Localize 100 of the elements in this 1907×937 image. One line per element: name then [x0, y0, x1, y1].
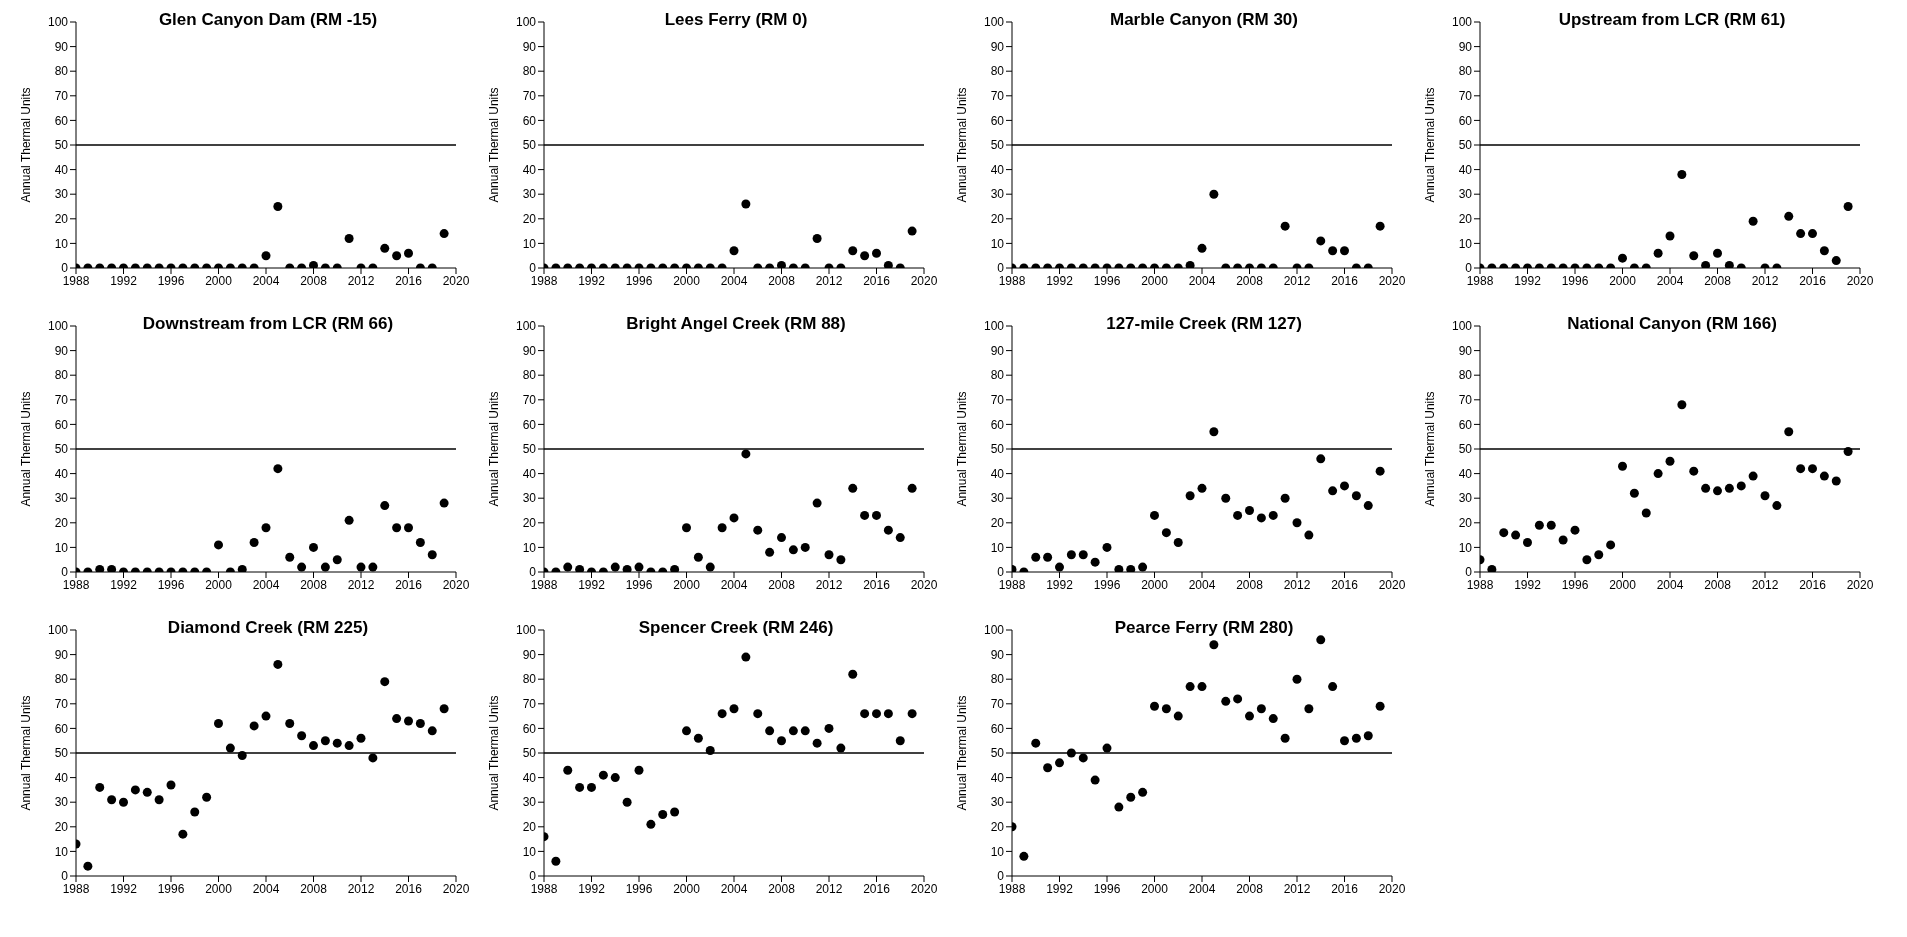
chart-title: Glen Canyon Dam (RM -15): [157, 10, 379, 30]
y-tick-label: 0: [61, 565, 69, 580]
y-tick-label: 40: [990, 770, 1005, 785]
point: [1090, 557, 1100, 567]
y-tick-label: 50: [1458, 138, 1473, 153]
point: [705, 562, 715, 572]
y-tick-label: 90: [990, 647, 1005, 662]
point: [1499, 528, 1509, 538]
y-axis-title: Annual Thermal Units: [19, 695, 34, 811]
y-tick-label: 90: [990, 343, 1005, 358]
point: [1304, 530, 1314, 540]
point: [895, 736, 905, 746]
point: [1090, 775, 1100, 785]
y-tick-label: 50: [54, 746, 69, 761]
point: [1138, 562, 1148, 572]
y-tick-label: 80: [990, 672, 1005, 687]
point: [1772, 501, 1782, 511]
x-tick-label: 1992: [578, 881, 606, 896]
x-tick-label: 2012: [347, 273, 375, 288]
y-tick-label: 40: [522, 466, 537, 481]
point: [1316, 635, 1326, 645]
chart-title: National Canyon (RM 166): [1566, 314, 1778, 334]
chart-title: Downstream from LCR (RM 66): [141, 314, 395, 334]
point: [1760, 491, 1770, 501]
point: [1701, 483, 1711, 493]
point: [812, 498, 822, 508]
point: [273, 659, 283, 669]
point: [777, 533, 786, 543]
y-tick-label: 90: [1458, 39, 1473, 54]
point: [1031, 552, 1041, 562]
point: [1055, 758, 1064, 768]
x-tick-label: 1988: [1466, 273, 1494, 288]
point: [1351, 491, 1361, 501]
point: [1185, 682, 1195, 692]
x-tick-label: 2016: [1331, 273, 1359, 288]
x-tick-label: 2012: [347, 881, 375, 896]
y-tick-label: 60: [522, 417, 537, 432]
point: [1351, 733, 1361, 743]
y-tick-label: 100: [983, 623, 1005, 638]
point: [249, 721, 259, 731]
y-tick-label: 70: [990, 697, 1005, 712]
y-tick-label: 80: [990, 64, 1005, 79]
y-tick-label: 0: [529, 565, 537, 580]
point: [610, 773, 620, 783]
point: [344, 515, 354, 525]
x-tick-label: 2000: [673, 273, 701, 288]
x-tick-label: 2016: [395, 881, 423, 896]
point: [1066, 748, 1076, 758]
x-tick-label: 2012: [1283, 881, 1311, 896]
point: [1126, 565, 1136, 572]
x-tick-label: 2020: [910, 273, 938, 288]
point: [178, 829, 188, 839]
point: [368, 562, 378, 572]
x-tick-label: 1996: [1093, 577, 1121, 592]
y-tick-label: 60: [522, 113, 537, 128]
y-axis-title: Annual Thermal Units: [19, 87, 34, 203]
x-tick-label: 1988: [62, 881, 90, 896]
x-tick-label: 2008: [1236, 881, 1264, 896]
point: [729, 704, 739, 714]
x-tick-label: 2004: [252, 273, 280, 288]
point: [1233, 510, 1243, 520]
x-tick-label: 1992: [578, 577, 606, 592]
point: [1078, 753, 1088, 763]
y-tick-label: 0: [529, 869, 537, 884]
x-tick-label: 2012: [347, 577, 375, 592]
chart-title: Lees Ferry (RM 0): [663, 10, 809, 30]
point: [95, 782, 105, 792]
x-tick-label: 1992: [110, 881, 138, 896]
y-tick-label: 10: [1458, 540, 1473, 555]
y-tick-label: 30: [54, 795, 69, 810]
y-tick-label: 10: [522, 236, 537, 251]
y-tick-label: 60: [522, 721, 537, 736]
y-tick-label: 0: [997, 565, 1005, 580]
point: [142, 787, 152, 797]
y-tick-label: 70: [522, 89, 537, 104]
y-tick-label: 30: [522, 187, 537, 202]
point: [344, 741, 354, 751]
x-tick-label: 1996: [157, 881, 185, 896]
y-tick-label: 70: [1458, 393, 1473, 408]
point: [1256, 513, 1266, 523]
point: [1185, 491, 1195, 501]
point: [765, 726, 775, 736]
y-tick-label: 0: [61, 261, 69, 276]
y-tick-label: 80: [522, 64, 537, 79]
y-tick-label: 100: [47, 319, 69, 334]
point: [1363, 731, 1373, 741]
point: [848, 483, 858, 493]
point: [261, 711, 271, 721]
y-tick-label: 40: [990, 466, 1005, 481]
point: [670, 565, 680, 572]
x-tick-label: 2020: [1378, 577, 1406, 592]
y-tick-label: 60: [990, 417, 1005, 432]
point: [1055, 562, 1064, 572]
point: [622, 797, 632, 807]
point: [1487, 565, 1497, 572]
x-tick-label: 1996: [625, 881, 653, 896]
point: [285, 718, 295, 728]
y-tick-label: 20: [1458, 212, 1473, 227]
point: [214, 718, 223, 728]
point: [119, 797, 128, 807]
